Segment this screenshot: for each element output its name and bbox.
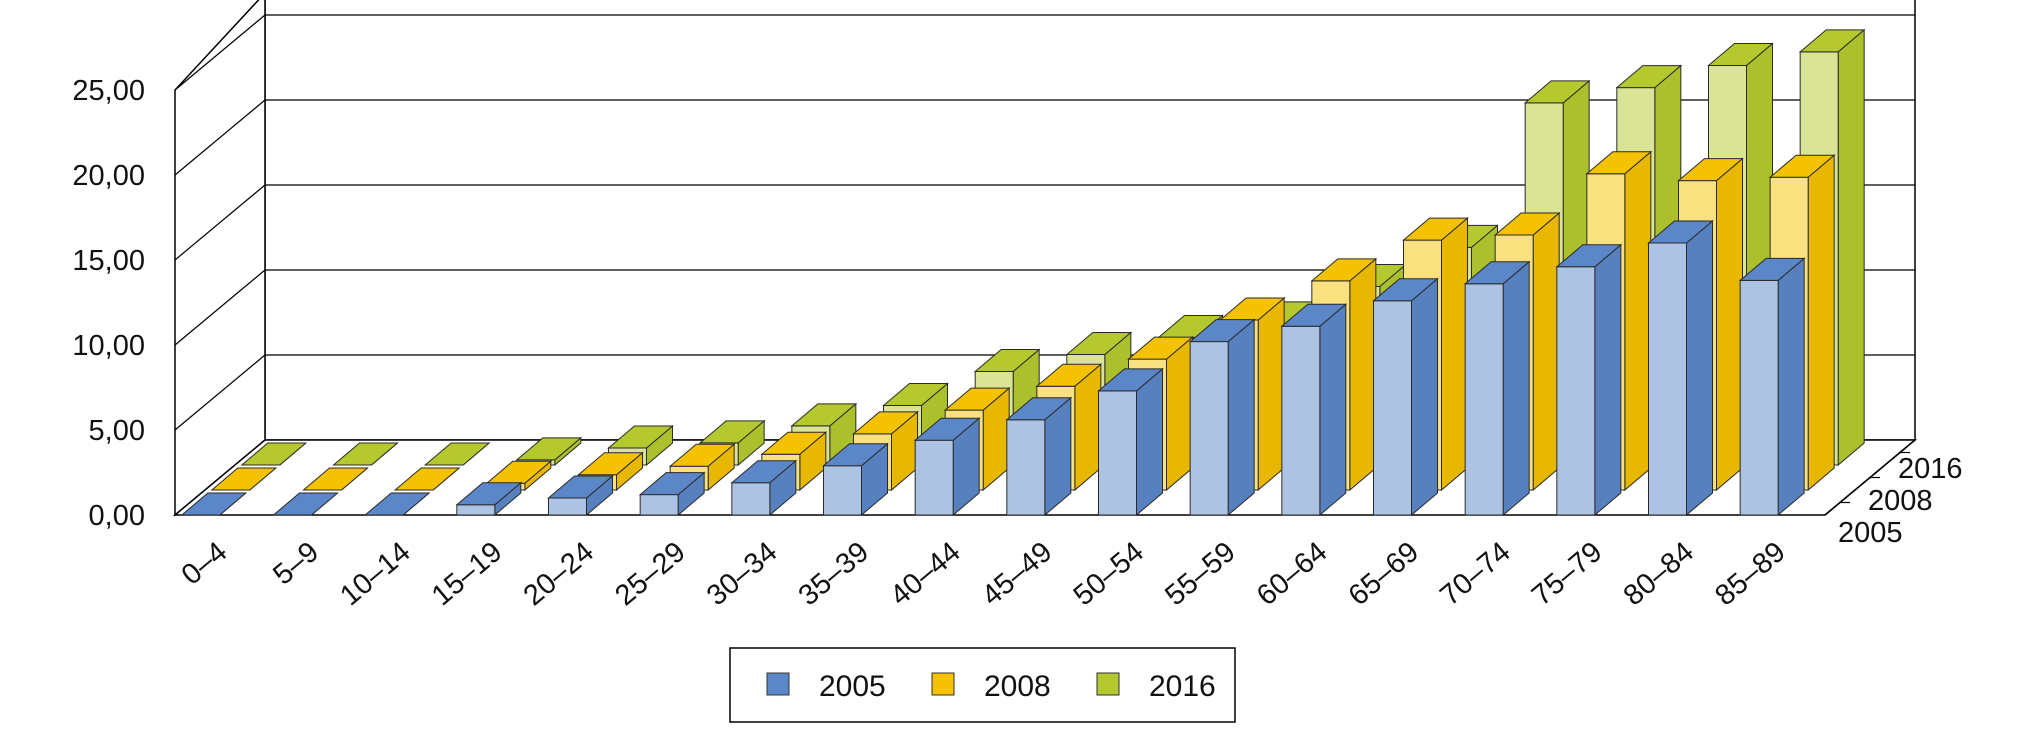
- bar-2005: [272, 492, 339, 516]
- bar-2005: [1738, 257, 1806, 517]
- bar-2005: [1463, 260, 1531, 517]
- legend-swatch: [1096, 672, 1120, 696]
- depth-label: 2005: [1838, 517, 1903, 549]
- legend: 2005 2008 2016: [729, 647, 1236, 723]
- bar-2005: [822, 442, 889, 517]
- bar-2005: [1005, 396, 1073, 517]
- x-tick-label: 10–14: [334, 536, 416, 612]
- bar-2008: [302, 467, 369, 491]
- bar-2005: [1555, 243, 1623, 517]
- x-tick-label: 45–49: [976, 536, 1058, 612]
- bar-2016: [332, 442, 399, 466]
- x-tick-label: 30–34: [701, 536, 783, 612]
- y-tick-label: 10,00: [72, 330, 145, 362]
- y-axis-tick-labels: 0,00 5,00 10,00 15,00 20,00 25,00: [72, 75, 145, 532]
- x-tick-label: 80–84: [1618, 536, 1700, 612]
- x-axis-tick-labels: 0–4 5–9 10–14 15–19 20–24 25–29 30–34 35–39 40–4…: [176, 536, 1792, 612]
- bar-2016: [240, 442, 308, 466]
- legend-label: 2016: [1149, 670, 1216, 703]
- x-tick-label: 65–69: [1343, 536, 1425, 612]
- bar-2005: [547, 474, 614, 517]
- legend-box: [729, 647, 1236, 723]
- depth-label: 2016: [1898, 453, 1963, 485]
- legend-label: 2005: [819, 670, 886, 703]
- bar-2005: [1280, 303, 1348, 517]
- side-wall: [174, 0, 266, 517]
- x-tick-label: 5–9: [267, 536, 325, 592]
- depth-label: 2008: [1868, 485, 1933, 517]
- x-tick-label: 25–29: [609, 536, 691, 612]
- gridline-side: [174, 184, 266, 261]
- bar-2005: [363, 492, 431, 516]
- gridline-side: [174, 14, 266, 91]
- x-tick-label: 60–64: [1251, 536, 1333, 612]
- bar-2005: [180, 492, 248, 516]
- x-tick-label: 75–79: [1526, 536, 1608, 612]
- legend-label: 2008: [984, 670, 1051, 703]
- bar-2005: [1097, 367, 1164, 517]
- bar-2005: [455, 481, 523, 517]
- bar-2005: [638, 471, 706, 517]
- gridline-side: [174, 354, 266, 431]
- x-tick-label: 50–54: [1068, 536, 1150, 612]
- bar-2016: [423, 442, 491, 466]
- x-tick-label: 85–89: [1709, 536, 1791, 612]
- legend-swatch: [766, 672, 790, 696]
- gridline-side: [174, 269, 266, 346]
- y-tick-label: 0,00: [89, 500, 145, 532]
- bar-2005: [1647, 219, 1714, 517]
- gridline-side: [174, 99, 266, 176]
- bar-2005: [913, 417, 981, 517]
- x-tick-label: 35–39: [793, 536, 875, 612]
- bar-2005: [1372, 277, 1439, 517]
- y-tick-label: 15,00: [72, 245, 145, 277]
- x-tick-label: 15–19: [426, 536, 508, 612]
- x-tick-label: 20–24: [518, 536, 600, 612]
- x-tick-label: 0–4: [176, 536, 234, 592]
- bars: [180, 28, 1866, 517]
- bar-2008: [210, 467, 278, 491]
- bar-2005: [1188, 318, 1256, 517]
- y-tick-label: 25,00: [72, 75, 145, 107]
- x-tick-label: 55–59: [1159, 536, 1241, 612]
- x-tick-label: 70–74: [1434, 536, 1516, 612]
- bar-2005: [730, 459, 798, 517]
- y-tick-label: 5,00: [89, 415, 145, 447]
- legend-swatch: [931, 672, 955, 696]
- y-tick-label: 20,00: [72, 160, 145, 192]
- x-tick-label: 40–44: [884, 536, 966, 612]
- bar-2008: [393, 467, 461, 491]
